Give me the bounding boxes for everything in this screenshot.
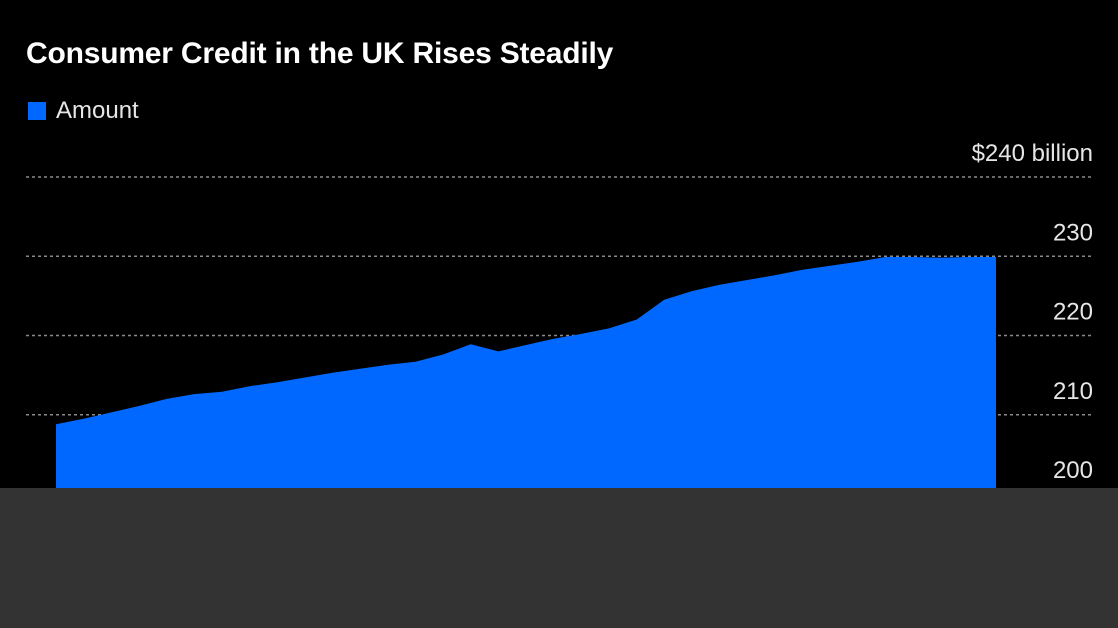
y-tick-label-230: 230: [1053, 219, 1093, 246]
y-tick-label-210: 210: [1053, 378, 1093, 405]
y-tick-label-200: 200: [1053, 457, 1093, 484]
legend-label-amount: Amount: [56, 97, 139, 124]
legend-swatch-amount: [28, 102, 46, 120]
legend: Amount: [28, 96, 139, 126]
y-tick-labels: $240 billion 230 220 210 200: [972, 140, 1093, 484]
area-amount: [56, 257, 996, 494]
chart-title: Consumer Credit in the UK Rises Steadily: [26, 37, 614, 70]
y-tick-label-240: $240 billion: [972, 140, 1093, 167]
bottom-overlay-panel: [0, 488, 1118, 628]
series-amount: [56, 257, 996, 494]
y-tick-label-220: 220: [1053, 299, 1093, 326]
